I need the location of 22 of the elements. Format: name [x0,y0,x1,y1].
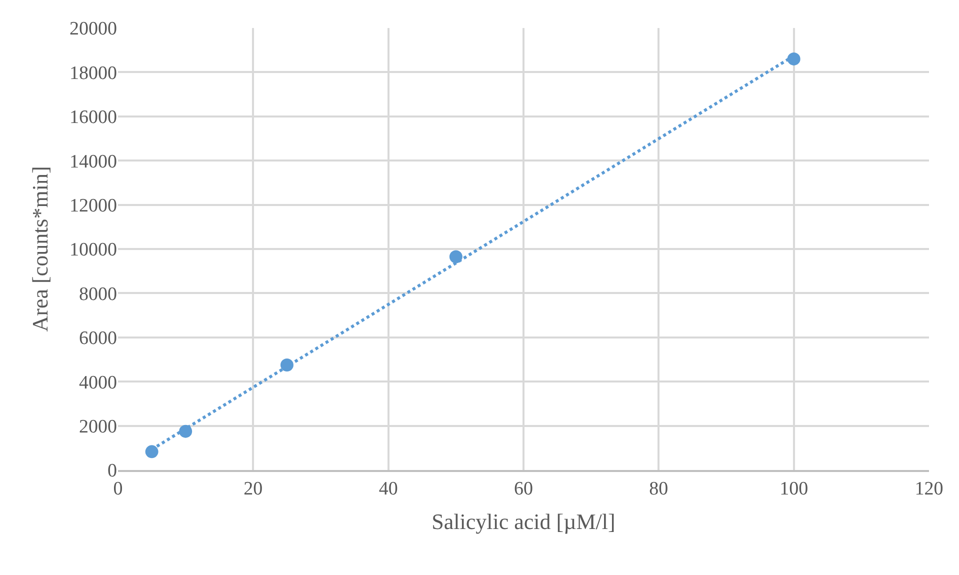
y-tick-label: 18000 [70,62,117,84]
y-tick-label: 12000 [70,195,117,216]
x-tick-label: 100 [780,478,808,500]
x-tick-label: 80 [649,478,668,500]
x-tick-label: 20 [244,478,263,500]
y-axis-title: Area [counts*min] [27,166,52,332]
y-tick-label: 10000 [70,240,117,261]
x-tick-label: 60 [514,478,533,500]
y-tick-label: 14000 [70,151,117,172]
y-tick-label: 4000 [79,372,117,394]
x-tick-label: 120 [914,478,944,500]
point [449,250,462,264]
x-tick-label: 40 [378,478,398,500]
y-tick-label: 16000 [70,107,117,128]
y-tick-label: 20000 [70,18,117,40]
y-tick-label: 2000 [79,416,117,438]
point [787,52,800,66]
y-tick-label: 6000 [79,328,117,350]
y-tick-label: 8000 [79,284,117,305]
y-tick-label: 0 [108,460,117,482]
x-axis-title: Salicylic acid [µM/l] [432,508,616,534]
point [145,445,158,458]
